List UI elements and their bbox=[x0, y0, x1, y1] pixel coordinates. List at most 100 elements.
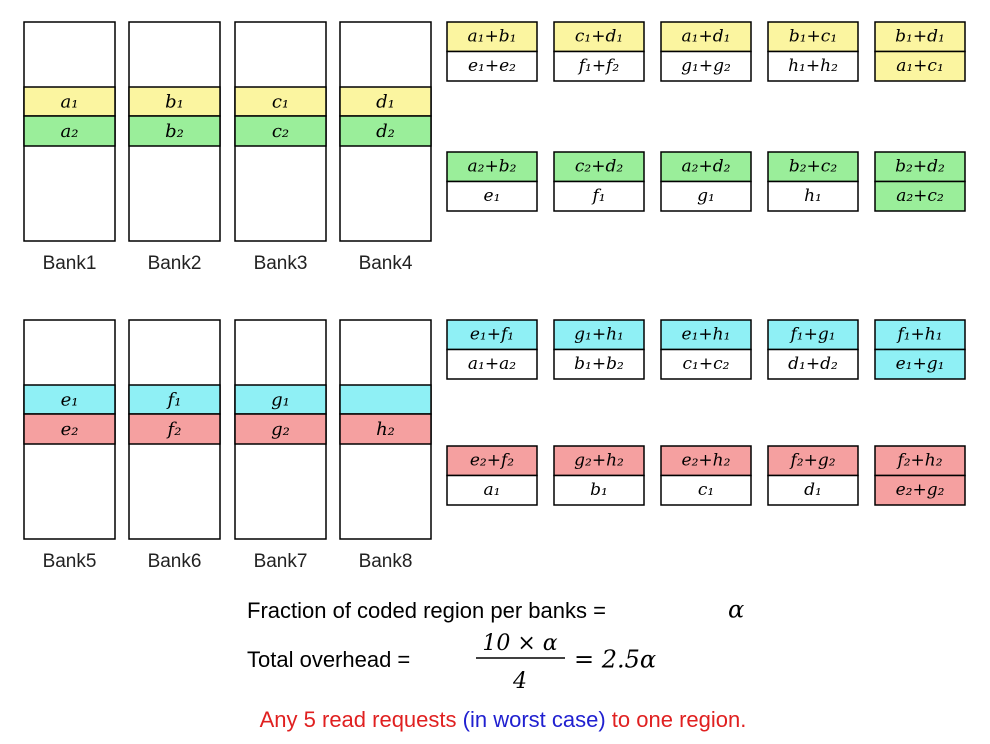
coded-cell bbox=[553, 50, 645, 82]
coded-label: g₁ bbox=[697, 186, 715, 206]
region-label: g₁ bbox=[271, 390, 290, 411]
bank-region bbox=[234, 413, 327, 445]
region-label: f₂ bbox=[166, 419, 182, 440]
coded-label: e₁+e₂ bbox=[468, 56, 516, 76]
coded-cell bbox=[446, 21, 538, 53]
note-text: Any 5 read requests bbox=[260, 707, 463, 732]
coded-label: d₁+d₂ bbox=[788, 354, 838, 374]
coded-label: b₁+d₁ bbox=[895, 27, 945, 47]
coded-label: g₁+g₂ bbox=[681, 56, 731, 76]
coded-cell bbox=[874, 180, 966, 212]
bank-region bbox=[23, 413, 116, 445]
note: Any 5 read requests (in worst case) to o… bbox=[260, 707, 747, 732]
region-label: d₂ bbox=[376, 121, 395, 142]
bank-region bbox=[339, 384, 432, 415]
coded-label: f₁+g₁ bbox=[788, 325, 835, 345]
region-label: d₁ bbox=[376, 92, 395, 113]
region-label: g₂ bbox=[271, 419, 290, 440]
coded-label: f₁+h₁ bbox=[895, 325, 942, 345]
coded-cell bbox=[446, 348, 538, 380]
coded-label: a₁+d₁ bbox=[682, 27, 731, 47]
coded-cell bbox=[446, 151, 538, 183]
bank-region bbox=[128, 413, 221, 445]
result: = 2.5α bbox=[574, 646, 656, 674]
bank-label: Bank6 bbox=[148, 551, 202, 572]
coded-cell bbox=[767, 474, 859, 506]
region-label: b₂ bbox=[165, 121, 184, 142]
coded-cell bbox=[767, 151, 859, 183]
note-text: to one region. bbox=[606, 707, 747, 732]
coded-label: c₁+d₁ bbox=[575, 27, 623, 47]
region-label: b₁ bbox=[165, 92, 184, 113]
bank-label: Bank1 bbox=[43, 253, 97, 274]
coded-cell bbox=[660, 445, 752, 477]
coded-label: a₁+b₁ bbox=[468, 27, 517, 47]
region-label: c₁ bbox=[272, 92, 289, 113]
coded-cell bbox=[446, 180, 538, 212]
bank-region bbox=[339, 413, 432, 445]
bank-region bbox=[23, 115, 116, 147]
coded-cell bbox=[553, 445, 645, 477]
bank-label: Bank4 bbox=[359, 253, 413, 274]
region-label: f₁ bbox=[166, 390, 182, 411]
region-label: a₁ bbox=[61, 92, 79, 113]
coded-label: c₁ bbox=[698, 480, 714, 500]
bank-region bbox=[23, 384, 116, 415]
region-label: e₁ bbox=[61, 390, 79, 411]
coded-cell bbox=[660, 319, 752, 351]
coded-label: c₁+c₂ bbox=[683, 354, 730, 374]
bank-region bbox=[234, 86, 327, 117]
coded-label: b₁+c₁ bbox=[789, 27, 837, 47]
coded-label: g₁+h₁ bbox=[574, 325, 624, 345]
coded-label: b₂+d₂ bbox=[895, 157, 945, 177]
coded-label: f₁+f₂ bbox=[577, 56, 620, 76]
region-label: h₂ bbox=[376, 419, 395, 440]
coded-cell bbox=[446, 445, 538, 477]
region-label: e₂ bbox=[61, 419, 79, 440]
coded-cell bbox=[446, 319, 538, 351]
coded-cell bbox=[874, 50, 966, 82]
denominator: 4 bbox=[512, 669, 527, 694]
overhead-label: Total overhead = bbox=[247, 647, 410, 672]
coded-label: a₁+c₁ bbox=[896, 56, 944, 76]
coded-label: e₁+h₁ bbox=[682, 325, 731, 345]
coded-label: e₁ bbox=[484, 186, 501, 206]
coded-label: e₂+f₂ bbox=[470, 451, 514, 471]
coded-cell bbox=[446, 474, 538, 506]
coded-cell bbox=[553, 474, 645, 506]
fraction-label: Fraction of coded region per banks = bbox=[247, 598, 606, 623]
coded-label: f₂+h₂ bbox=[895, 451, 942, 471]
coded-label: h₁+h₂ bbox=[788, 56, 838, 76]
coded-cell bbox=[767, 348, 859, 380]
coded-cell bbox=[660, 180, 752, 212]
coded-cell bbox=[553, 21, 645, 53]
region-label: c₂ bbox=[272, 121, 289, 142]
numerator: 10 × α bbox=[482, 631, 557, 656]
bank-region bbox=[128, 384, 221, 415]
coded-cell bbox=[767, 50, 859, 82]
coded-label: b₂+c₂ bbox=[789, 157, 837, 177]
coded-label: c₂+d₂ bbox=[575, 157, 623, 177]
fraction-symbol: α bbox=[728, 596, 744, 624]
bank-region bbox=[234, 115, 327, 147]
coded-label: e₁+f₁ bbox=[470, 325, 514, 345]
coded-cell bbox=[660, 348, 752, 380]
coded-cell bbox=[874, 348, 966, 380]
bank-label: Bank8 bbox=[359, 551, 413, 572]
coded-label: e₂+h₂ bbox=[682, 451, 731, 471]
coded-label: a₂+b₂ bbox=[468, 157, 517, 177]
coded-label: a₂+d₂ bbox=[682, 157, 731, 177]
coded-cell bbox=[660, 50, 752, 82]
bank-label: Bank7 bbox=[254, 551, 308, 572]
region-label: a₂ bbox=[61, 121, 79, 142]
coded-label: a₁ bbox=[484, 480, 501, 500]
bank-region bbox=[128, 86, 221, 117]
coded-label: b₁ bbox=[590, 480, 608, 500]
coded-label: g₂+h₂ bbox=[574, 451, 624, 471]
bank-label: Bank5 bbox=[43, 551, 97, 572]
bank-label: Bank2 bbox=[148, 253, 202, 274]
coded-label: f₁ bbox=[590, 186, 605, 206]
bank-region bbox=[128, 115, 221, 147]
coded-label: f₂+g₂ bbox=[788, 451, 835, 471]
